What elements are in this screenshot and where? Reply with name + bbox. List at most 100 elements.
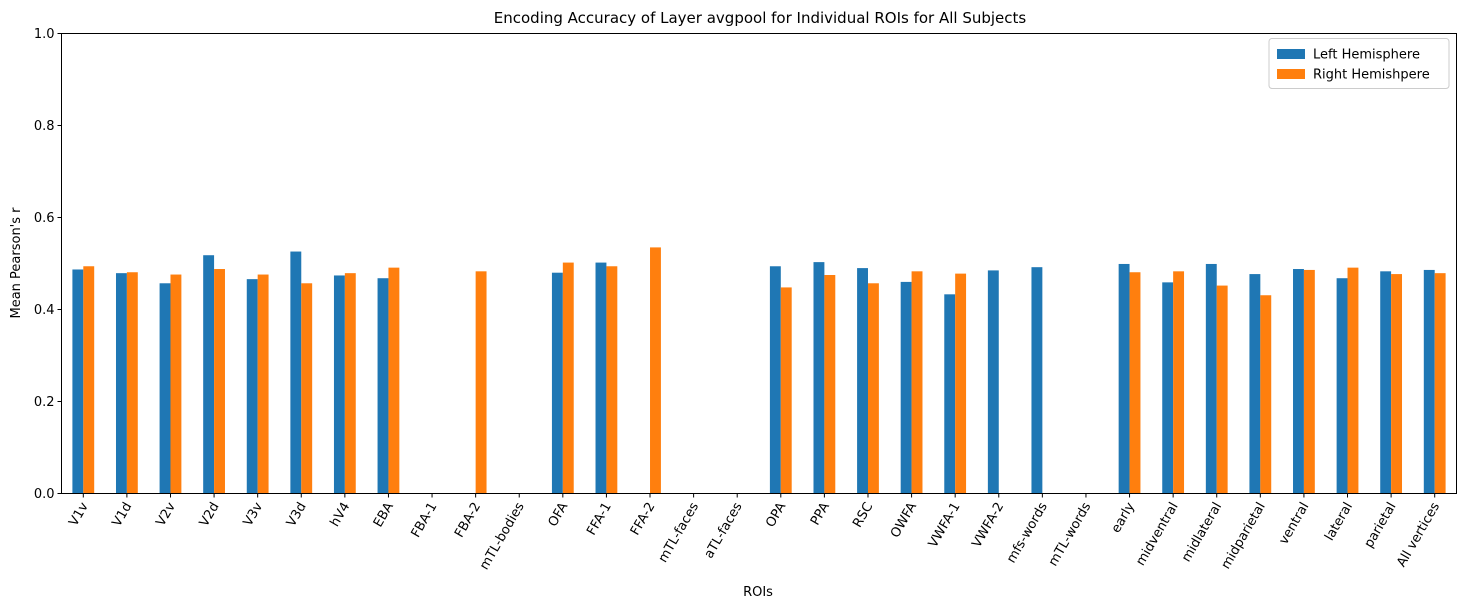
plot-frame xyxy=(61,33,1457,494)
y-tick-label: 0.0 xyxy=(34,487,55,502)
bar-right-0 xyxy=(83,266,95,494)
bar-left-7 xyxy=(377,278,389,494)
bar-right-7 xyxy=(388,267,400,494)
bar-right-29 xyxy=(1347,267,1359,494)
bar-right-25 xyxy=(1173,271,1185,494)
bar-right-30 xyxy=(1391,274,1403,494)
x-tick-label: V2v xyxy=(154,500,180,529)
bar-left-12 xyxy=(595,262,607,494)
x-tick-label: V1v xyxy=(66,500,92,529)
legend: Left Hemisphere Right Hemishpere xyxy=(1268,38,1450,89)
x-tick-label: OWFA xyxy=(888,500,920,541)
bar-left-1 xyxy=(115,273,127,494)
y-axis: 0.0 0.2 0.4 0.6 0.8 1.0 xyxy=(34,27,62,502)
bar-left-6 xyxy=(333,275,345,494)
bar-right-27 xyxy=(1260,295,1272,494)
bar-left-18 xyxy=(857,268,868,494)
x-tick-label: FFA-2 xyxy=(628,500,659,538)
x-tick-label: All vertices xyxy=(1394,500,1443,570)
bar-left-11 xyxy=(551,272,563,494)
x-tick-label: parietal xyxy=(1362,500,1400,551)
x-tick-label: V1d xyxy=(110,500,136,530)
legend-label-1: Right Hemishpere xyxy=(1313,68,1430,83)
bar-right-9 xyxy=(475,271,487,494)
legend-swatch-1 xyxy=(1277,69,1305,79)
x-tick-label: EBA xyxy=(371,500,397,530)
bar-right-1 xyxy=(126,272,138,494)
x-tick-label: mTL-words xyxy=(1046,500,1095,569)
bar-left-2 xyxy=(159,283,171,494)
x-tick-label: mTL-bodies xyxy=(477,500,528,573)
bar-left-26 xyxy=(1205,263,1217,494)
x-axis-label: ROIs xyxy=(743,585,773,600)
bar-right-17 xyxy=(824,275,836,494)
bar-left-25 xyxy=(1162,282,1174,494)
y-tick-label: 0.2 xyxy=(34,395,55,410)
x-tick-label: FFA-1 xyxy=(584,500,615,538)
bar-right-2 xyxy=(170,274,182,494)
legend-box xyxy=(1268,38,1450,89)
x-tick-label: V3v xyxy=(241,500,267,529)
bar-right-6 xyxy=(344,273,356,494)
bar-left-4 xyxy=(246,279,258,494)
bar-left-31 xyxy=(1423,269,1435,494)
bar-left-3 xyxy=(203,255,215,494)
bar-left-29 xyxy=(1336,278,1348,494)
bar-right-18 xyxy=(867,283,879,494)
bar-left-20 xyxy=(944,294,956,494)
x-tick-label: midlateral xyxy=(1179,500,1225,565)
bar-right-4 xyxy=(257,274,269,494)
y-tick-label: 0.4 xyxy=(34,303,55,318)
bar-right-5 xyxy=(301,283,313,494)
bar-right-20 xyxy=(955,273,967,494)
bar-left-24 xyxy=(1118,263,1130,494)
bar-right-12 xyxy=(606,266,618,494)
bar-right-31 xyxy=(1434,273,1446,494)
bar-right-19 xyxy=(911,271,923,494)
bar-left-0 xyxy=(72,269,84,494)
x-tick-label: V2d xyxy=(197,500,223,530)
x-axis: V1v V1d V2v V2d V3v V3d hV4 EBA FBA-1 FBA-2mTL-bo… xyxy=(66,493,1443,573)
bar-left-27 xyxy=(1249,274,1261,494)
x-tick-label: VWFA-2 xyxy=(969,500,1007,550)
bar-left-19 xyxy=(900,281,912,494)
bar-right-16 xyxy=(780,287,792,494)
x-tick-label: FBA-1 xyxy=(409,500,441,540)
bar-left-16 xyxy=(769,266,781,494)
y-tick-label: 1.0 xyxy=(34,27,55,42)
x-tick-label: aTL-faces xyxy=(702,500,746,561)
y-tick-label: 0.8 xyxy=(34,119,55,134)
x-tick-label: midparietal xyxy=(1219,500,1269,572)
x-tick-label: V3d xyxy=(284,500,310,530)
x-tick-label: mTL-faces xyxy=(656,500,702,566)
x-tick-label: VWFA-1 xyxy=(926,500,964,550)
x-tick-label: hV4 xyxy=(328,500,354,530)
bar-right-28 xyxy=(1303,269,1315,494)
x-tick-label: ventral xyxy=(1276,500,1312,547)
bar-right-13 xyxy=(650,247,661,494)
bar-right-24 xyxy=(1129,272,1141,494)
bar-right-26 xyxy=(1216,285,1228,494)
x-tick-label: FBA-2 xyxy=(452,500,484,540)
x-tick-label: lateral xyxy=(1322,500,1356,544)
bar-right-11 xyxy=(562,262,574,494)
bar-left-28 xyxy=(1293,269,1304,494)
x-tick-label: mfs-words xyxy=(1004,500,1051,566)
x-tick-label: early xyxy=(1109,500,1138,536)
x-tick-label: midventral xyxy=(1133,500,1181,569)
x-tick-label: OFA xyxy=(546,500,572,530)
bar-left-30 xyxy=(1380,271,1392,494)
bar-left-22 xyxy=(1031,267,1043,494)
x-tick-label: OPA xyxy=(763,500,789,530)
legend-swatch-0 xyxy=(1277,49,1305,59)
bar-left-5 xyxy=(290,251,302,494)
chart-title: Encoding Accuracy of Layer avgpool for I… xyxy=(494,9,1027,27)
bar-right-3 xyxy=(214,269,225,494)
x-tick-label: RSC xyxy=(850,500,876,530)
y-axis-label: Mean Pearson's r xyxy=(9,207,24,319)
x-tick-label: PPA xyxy=(808,500,833,528)
bars-layer xyxy=(72,247,1446,494)
y-tick-label: 0.6 xyxy=(34,211,55,226)
